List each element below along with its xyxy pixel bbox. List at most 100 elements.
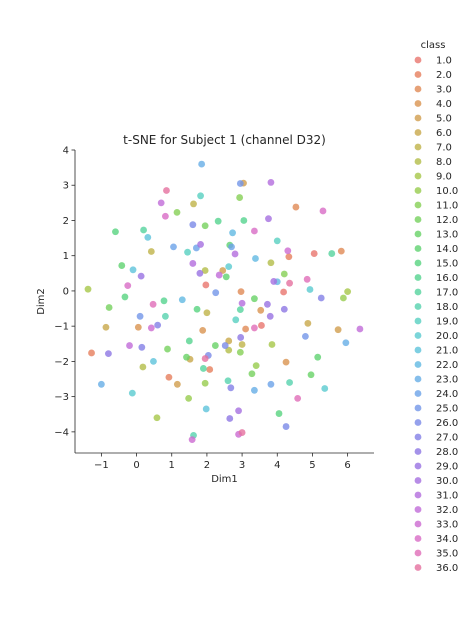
data-point-class-35-0-3 <box>303 275 311 283</box>
y-tick-label: −4 <box>54 427 69 438</box>
data-point-class-36-0-2 <box>238 429 246 436</box>
legend-marker <box>414 259 422 267</box>
legend-marker <box>414 390 422 397</box>
legend-title: class <box>421 40 446 51</box>
legend-marker <box>414 201 422 209</box>
legend-label: 20.0 <box>436 331 458 342</box>
data-point-class-18-0-3 <box>286 379 293 386</box>
data-point-class-29-0-1 <box>137 272 145 280</box>
x-ticks: −1 0 1 2 3 4 5 6 <box>94 453 351 471</box>
legend-marker <box>414 56 422 64</box>
data-point-class-26-0-1 <box>221 342 229 349</box>
legend-label: 12.0 <box>436 215 458 226</box>
data-point-class-32-0-3 <box>356 325 364 333</box>
data-point-class-19-0-2 <box>184 248 191 256</box>
data-point-class-3-0-2 <box>237 288 245 296</box>
data-point-class-21-0-0 <box>150 358 157 365</box>
x-tick-label: 0 <box>133 460 139 471</box>
legend-label: 26.0 <box>436 418 458 429</box>
legend-label: 32.0 <box>436 505 458 516</box>
data-point-class-1-0-3 <box>310 250 318 257</box>
data-point-class-31-0-3 <box>231 250 239 258</box>
x-axis-label: Dim1 <box>211 474 238 485</box>
legend-marker <box>414 491 422 499</box>
data-point-class-23-0-1 <box>251 386 258 394</box>
points-layer <box>84 160 364 444</box>
legend-label: 16.0 <box>436 273 458 284</box>
data-point-class-10-0-3 <box>340 294 347 302</box>
data-point-class-35-0-0 <box>251 324 258 332</box>
data-point-class-27-0-2 <box>317 294 325 302</box>
data-point-class-7-0-0 <box>190 200 197 208</box>
axes-layer <box>74 150 374 454</box>
data-point-class-36-0-1 <box>286 279 293 287</box>
data-point-class-21-0-1 <box>129 266 137 274</box>
data-point-class-7-0-2 <box>203 309 211 317</box>
data-point-class-11-0-2 <box>280 270 288 278</box>
legend-label: 27.0 <box>436 433 458 444</box>
data-point-class-9-0-0 <box>84 285 92 293</box>
data-point-class-25-0-1 <box>212 289 220 297</box>
data-point-class-13-0-0 <box>251 295 258 303</box>
legend-label: 31.0 <box>436 491 458 502</box>
legend-label: 11.0 <box>436 201 458 212</box>
data-point-class-3-0-0 <box>292 203 300 211</box>
data-point-class-10-0-0 <box>201 379 209 387</box>
data-point-class-13-0-2 <box>211 342 219 349</box>
data-point-class-26-0-3 <box>189 221 197 229</box>
legend-marker <box>414 404 422 412</box>
legend-label: 5.0 <box>436 114 452 125</box>
data-point-class-4-0-1 <box>199 326 207 334</box>
data-point-class-2-0-2 <box>285 253 293 261</box>
data-point-class-23-0-0 <box>97 380 105 388</box>
data-point-class-32-0-2 <box>215 271 223 279</box>
data-point-class-32-0-0 <box>126 342 133 349</box>
x-tick-label: 3 <box>239 460 245 471</box>
data-point-class-17-0-3 <box>236 306 244 313</box>
data-point-class-29-0-2 <box>196 269 204 277</box>
data-point-class-31-0-0 <box>238 299 246 307</box>
legend-label: 30.0 <box>436 476 458 487</box>
data-point-class-4-0-2 <box>257 306 265 314</box>
data-point-class-6-0-1 <box>304 319 312 327</box>
data-point-class-32-0-1 <box>157 199 165 207</box>
legend-label: 1.0 <box>436 56 452 67</box>
x-tick-label: −1 <box>94 460 109 471</box>
data-point-class-4-0-0 <box>134 323 142 331</box>
legend-marker <box>414 549 422 557</box>
legend-marker <box>414 288 422 296</box>
data-point-class-33-0-1 <box>188 436 196 444</box>
x-tick-label: 2 <box>204 460 210 471</box>
x-tick-label: 1 <box>169 460 175 471</box>
data-point-class-9-0-2 <box>268 341 276 348</box>
legend-marker <box>414 187 422 194</box>
legend-label: 4.0 <box>436 99 452 110</box>
data-point-class-1-0-2 <box>280 288 287 296</box>
x-tick-label: 6 <box>344 460 350 471</box>
data-point-class-24-0-2 <box>228 243 235 251</box>
data-point-class-22-0-2 <box>252 255 259 262</box>
legend-marker <box>414 85 422 93</box>
y-tick-label: 2 <box>63 216 69 227</box>
data-point-class-2-0-1 <box>165 373 173 381</box>
data-point-class-12-0-2 <box>201 222 209 230</box>
data-point-class-16-0-2 <box>185 337 193 345</box>
data-point-class-4-0-3 <box>282 358 290 366</box>
legend-label: 22.0 <box>436 360 458 371</box>
data-point-class-5-0-1 <box>173 380 181 388</box>
data-point-class-10-0-2 <box>185 394 193 402</box>
legend-marker <box>414 129 422 136</box>
data-point-class-3-0-1 <box>242 325 250 333</box>
data-point-class-27-0-1 <box>227 384 235 392</box>
data-point-class-16-0-3 <box>214 217 222 225</box>
x-tick-label: 5 <box>309 460 315 471</box>
data-point-class-28-0-3 <box>226 415 234 422</box>
data-point-class-20-0-3 <box>321 385 329 392</box>
legend-label: 29.0 <box>436 462 458 473</box>
data-point-class-35-0-2 <box>294 394 302 402</box>
y-tick-label: 0 <box>63 286 69 297</box>
data-point-class-5-0-3 <box>219 267 227 274</box>
data-point-class-1-0-1 <box>258 322 265 329</box>
data-point-class-3-0-3 <box>337 247 345 255</box>
data-point-class-17-0-1 <box>140 226 147 234</box>
